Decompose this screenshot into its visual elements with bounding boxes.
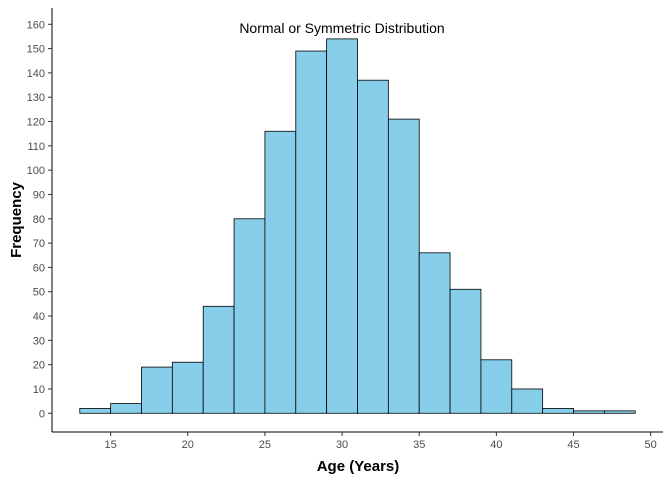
y-tick-label: 140 <box>27 68 45 80</box>
x-tick-label: 45 <box>567 439 579 451</box>
x-tick-label: 25 <box>259 439 271 451</box>
bars <box>79 38 636 414</box>
histogram-bar <box>141 366 173 414</box>
y-tick-label: 160 <box>27 19 45 31</box>
histogram-bar <box>295 50 328 414</box>
y-tick-label: 50 <box>33 287 45 299</box>
histogram-bar <box>233 218 266 414</box>
histogram-bar <box>79 408 112 414</box>
y-tick-label: 150 <box>27 44 45 56</box>
histogram-bar <box>387 118 420 414</box>
y-tick-label: 110 <box>27 141 45 153</box>
x-tick-label: 20 <box>182 439 194 451</box>
y-axis-ticks: 0 10 20 30 40 50 60 70 80 90 100 110 120 130 140 150 160 <box>27 19 52 420</box>
y-tick-label: 10 <box>33 384 45 396</box>
chart-title: Normal or Symmetric Distribution <box>239 20 444 36</box>
y-axis-title: Frequency <box>8 181 25 258</box>
y-tick-label: 0 <box>39 408 45 420</box>
histogram-bar <box>264 130 297 414</box>
histogram-bar <box>171 361 204 414</box>
histogram-bar <box>110 403 142 414</box>
y-tick-label: 90 <box>33 189 45 201</box>
x-axis-title: Age (Years) <box>317 458 400 475</box>
histogram-bar <box>418 252 451 414</box>
histogram-bar <box>202 305 235 414</box>
histogram-bar <box>357 79 389 414</box>
y-tick-label: 40 <box>33 311 45 323</box>
x-tick-label: 15 <box>105 439 117 451</box>
histogram-bar <box>480 359 513 414</box>
histogram-bar <box>542 408 574 414</box>
y-tick-label: 30 <box>33 335 45 347</box>
y-tick-label: 130 <box>27 92 45 104</box>
x-tick-label: 35 <box>413 439 425 451</box>
x-tick-label: 40 <box>490 439 502 451</box>
y-tick-label: 80 <box>33 214 45 226</box>
x-tick-label: 30 <box>336 439 348 451</box>
histogram-bar <box>511 388 544 414</box>
y-tick-label: 70 <box>33 238 45 250</box>
x-tick-label: 50 <box>645 439 657 451</box>
histogram-bar <box>603 410 636 414</box>
histogram-bar <box>573 410 605 414</box>
histogram-bar <box>326 38 358 414</box>
y-tick-label: 60 <box>33 262 45 274</box>
y-tick-label: 20 <box>33 360 45 372</box>
y-tick-label: 120 <box>27 117 45 129</box>
y-tick-label: 100 <box>27 165 45 177</box>
histogram-bar <box>449 288 482 414</box>
x-axis-ticks: 15 20 25 30 35 40 45 50 <box>105 432 657 451</box>
